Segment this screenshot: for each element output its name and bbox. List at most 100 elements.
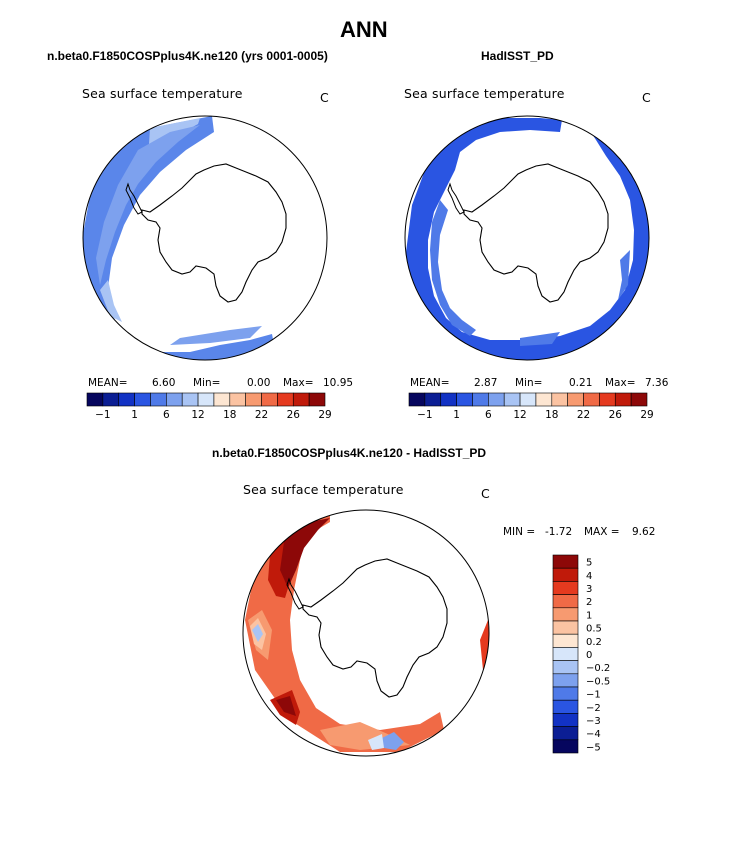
left-colorbar-tick-label: −1 [95,409,110,421]
diff-colorbar-tick-label: −0.5 [586,676,610,687]
diff-subtitle: n.beta0.F1850COSPplus4K.ne120 - HadISST_… [212,446,487,460]
left-sst-band-inner [100,118,200,322]
diff-colorbar-cell [552,633,579,648]
left-map [83,116,287,360]
right-colorbar-cell [599,392,616,407]
right-colorbar: −1 1 6 12 18 22 26 29 [408,392,654,421]
diff-colorbar-tick-label: 3 [586,584,592,595]
left-colorbar-cell [277,392,294,407]
diff-colorbar-tick-label: 4 [586,571,592,582]
right-mean-value: 2.87 [474,377,498,389]
right-colorbar-tick-label: 29 [640,409,653,421]
diff-colorbar-cell [552,620,579,635]
right-colorbar-cell [488,392,505,407]
left-colorbar-cell [245,392,262,407]
right-max-value: 7.36 [645,377,669,389]
diff-colorbar-cell [552,581,579,595]
right-subtitle: HadISST_PD [481,49,554,63]
right-map [405,118,649,360]
left-colorbar-cell [134,392,151,407]
right-colorbar-tick-label: 18 [545,409,558,421]
diff-antarctica [302,558,448,698]
left-colorbar-cell [197,392,215,407]
right-colorbar-cell [535,392,553,407]
right-antarctica [463,163,609,303]
left-colorbar-tick-label: 29 [318,409,331,421]
diff-cold-patch-3 [368,734,384,750]
left-panel-title: Sea surface temperature [82,86,243,101]
left-colorbar-cell [102,392,120,407]
diff-panel-title: Sea surface temperature [243,482,404,497]
diff-colorbar-tick-label: −5 [586,742,601,753]
diff-colorbar: 5 4 3 2 1 0.5 0.2 0 −0.2 −0.5 −1 −2 −3 −4 −5 [552,554,610,754]
right-colorbar-cell [630,392,648,407]
right-peninsula [447,182,465,215]
right-colorbar-tick-label: 12 [513,409,526,421]
left-colorbar-cell [150,392,167,407]
left-colorbar-cell [261,392,278,407]
diff-colorbar-cell [552,567,579,582]
left-colorbar-tick-label: 22 [255,409,268,421]
diff-colorbar-cell [552,647,579,661]
left-colorbar-tick-label: 12 [191,409,204,421]
left-min-value: 0.00 [247,377,271,389]
right-mean-label: MEAN= [410,377,450,389]
right-colorbar-cell [456,392,473,407]
right-map-border [404,115,650,361]
diff-colorbar-cell [552,713,579,727]
diff-colorbar-tick-label: 0.5 [586,624,602,635]
diff-colorbar-cell [552,607,579,622]
left-colorbar-cell [292,392,310,407]
diff-band-red [268,528,305,725]
right-colorbar-cell [408,392,426,407]
diff-colorbar-cell [552,594,579,609]
right-min-label: Min= [515,377,543,389]
left-colorbar: −1 1 6 12 18 22 26 29 [86,392,332,421]
diff-colorbar-tick-label: 2 [586,597,592,608]
left-mean-label: MEAN= [88,377,128,389]
diff-colorbar-tick-label: 0.2 [586,637,602,648]
right-colorbar-cell [472,392,489,407]
diff-min-value: -1.72 [545,526,573,538]
diff-colorbar-cell [552,726,579,741]
left-colorbar-tick-label: 6 [163,409,170,421]
right-colorbar-cell [440,392,457,407]
left-colorbar-tick-label: 1 [131,409,138,421]
left-colorbar-cell [308,392,326,407]
diff-colorbar-cell [552,673,579,688]
diff-band-darkred [276,518,330,716]
right-colorbar-cell [424,392,442,407]
diff-colorbar-tick-label: −1 [586,690,601,701]
right-panel-title: Sea surface temperature [404,86,565,101]
left-colorbar-cell [229,392,246,407]
right-colorbar-tick-label: 22 [577,409,590,421]
diff-colorbar-cell [552,554,579,569]
right-colorbar-tick-label: 1 [453,409,460,421]
diff-colorbar-tick-label: −4 [586,729,601,740]
diff-colorbar-cell [552,739,579,754]
diff-panel-units: C [481,486,490,501]
diff-colorbar-cell [552,660,579,675]
right-min-value: 0.21 [569,377,593,389]
diff-colorbar-tick-label: −2 [586,703,601,714]
right-max-label: Max= [605,377,636,389]
right-colorbar-cell [614,392,632,407]
left-mean-value: 6.60 [152,377,176,389]
left-map-border [82,115,328,361]
left-subtitle: n.beta0.F1850COSPplus4K.ne120 (yrs 0001-… [47,49,328,63]
figure-title: ANN [340,17,388,42]
left-peninsula [125,182,143,215]
right-colorbar-cell [583,392,600,407]
left-colorbar-tick-label: 18 [223,409,236,421]
diff-peninsula [286,577,304,610]
right-colorbar-cell [503,392,521,407]
left-colorbar-cell [86,392,104,407]
left-colorbar-cell [213,392,231,407]
left-panel-units: C [320,90,329,105]
right-colorbar-cell [519,392,537,407]
right-panel-units: C [642,90,651,105]
diff-colorbar-cell [552,699,579,714]
diff-colorbar-tick-label: −0.2 [586,663,610,674]
right-colorbar-cell [567,392,584,407]
